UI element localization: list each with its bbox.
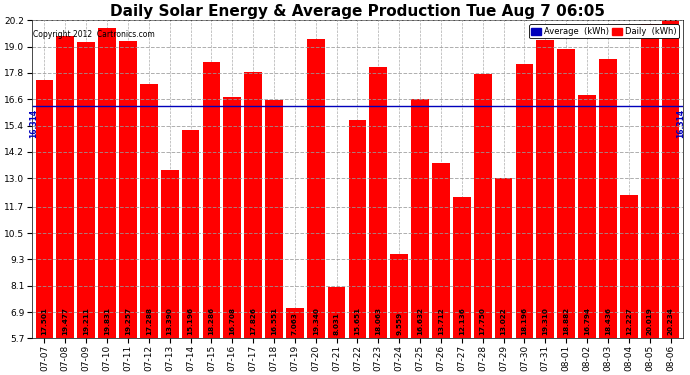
Bar (411, 99, 429, 338)
Bar (515, 64, 533, 338)
Text: 16.551: 16.551 (271, 307, 277, 335)
Text: 17.501: 17.501 (41, 307, 48, 335)
Text: 19.211: 19.211 (83, 307, 89, 335)
Text: 16.314: 16.314 (676, 109, 685, 138)
Title: Daily Solar Energy & Average Production Tue Aug 7 06:05: Daily Solar Energy & Average Production … (110, 4, 605, 19)
Bar (348, 120, 366, 338)
Bar (224, 97, 241, 338)
Bar (140, 84, 158, 338)
Bar (328, 287, 346, 338)
Text: 17.826: 17.826 (250, 307, 256, 335)
Bar (119, 41, 137, 338)
Bar (578, 95, 596, 338)
Text: 7.063: 7.063 (292, 312, 298, 335)
Text: 18.063: 18.063 (375, 307, 382, 335)
Text: 16.632: 16.632 (417, 307, 423, 335)
Bar (77, 42, 95, 338)
Bar (265, 100, 283, 338)
Bar (181, 130, 199, 338)
Bar (307, 39, 324, 338)
Bar (286, 309, 304, 338)
Text: 13.390: 13.390 (167, 307, 172, 335)
Text: 16.794: 16.794 (584, 307, 590, 335)
Bar (474, 74, 491, 338)
Text: 18.882: 18.882 (563, 307, 569, 335)
Bar (453, 197, 471, 338)
Text: 19.477: 19.477 (62, 307, 68, 335)
Text: 9.559: 9.559 (396, 312, 402, 335)
Bar (495, 178, 513, 338)
Text: 12.136: 12.136 (459, 307, 465, 335)
Bar (641, 24, 658, 338)
Bar (662, 20, 680, 338)
Text: 16.314: 16.314 (30, 109, 39, 138)
Text: 20.019: 20.019 (647, 307, 653, 335)
Bar (36, 80, 53, 338)
Text: 13.022: 13.022 (500, 307, 506, 335)
Text: 15.651: 15.651 (355, 307, 360, 335)
Legend: Average  (kWh), Daily  (kWh): Average (kWh), Daily (kWh) (529, 24, 679, 39)
Bar (391, 254, 408, 338)
Text: 8.031: 8.031 (334, 312, 339, 335)
Bar (244, 72, 262, 338)
Text: 19.310: 19.310 (542, 307, 549, 335)
Text: 12.227: 12.227 (626, 307, 632, 335)
Text: 17.288: 17.288 (146, 307, 152, 335)
Bar (203, 62, 220, 338)
Text: 19.257: 19.257 (125, 307, 131, 335)
Bar (432, 163, 450, 338)
Bar (620, 195, 638, 338)
Text: 17.750: 17.750 (480, 307, 486, 335)
Bar (369, 67, 387, 338)
Text: 20.234: 20.234 (667, 307, 673, 335)
Text: 18.196: 18.196 (522, 307, 527, 335)
Bar (161, 170, 179, 338)
Text: 16.708: 16.708 (229, 307, 235, 335)
Bar (98, 28, 116, 338)
Text: 18.286: 18.286 (208, 307, 215, 335)
Bar (599, 59, 617, 338)
Text: Copyright 2012  Cartronics.com: Copyright 2012 Cartronics.com (32, 30, 155, 39)
Bar (536, 40, 554, 338)
Bar (558, 49, 575, 338)
Text: 15.196: 15.196 (188, 307, 193, 335)
Text: 13.712: 13.712 (438, 307, 444, 335)
Text: 18.436: 18.436 (605, 307, 611, 335)
Text: 19.340: 19.340 (313, 307, 319, 335)
Text: 19.831: 19.831 (104, 307, 110, 335)
Bar (57, 36, 75, 338)
